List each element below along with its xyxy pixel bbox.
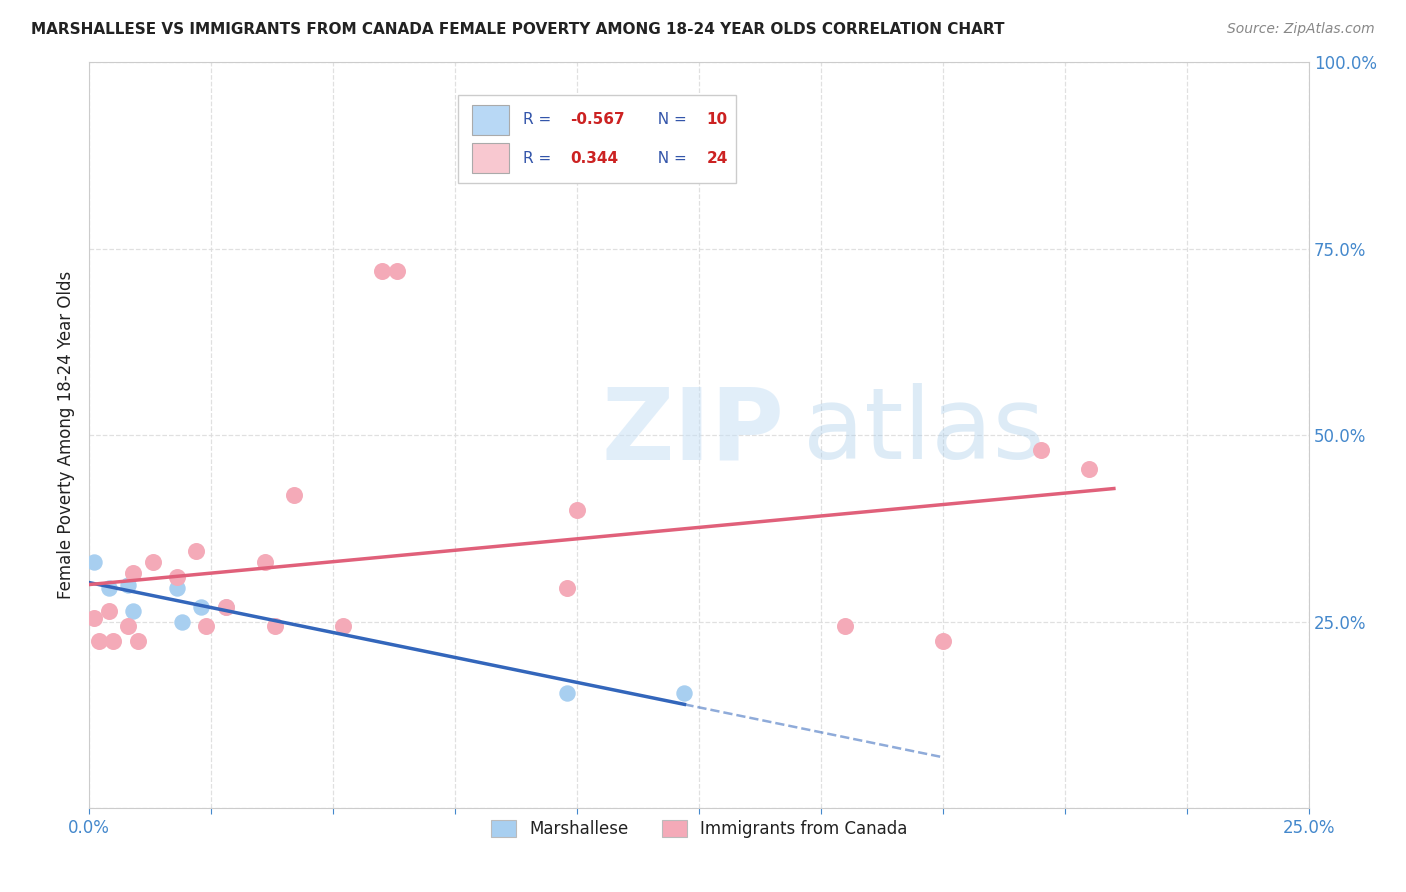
Text: MARSHALLESE VS IMMIGRANTS FROM CANADA FEMALE POVERTY AMONG 18-24 YEAR OLDS CORRE: MARSHALLESE VS IMMIGRANTS FROM CANADA FE… — [31, 22, 1004, 37]
Point — [263, 618, 285, 632]
Text: ZIP: ZIP — [602, 383, 785, 480]
Text: 0.344: 0.344 — [569, 151, 617, 166]
Point — [932, 633, 955, 648]
Point — [371, 264, 394, 278]
Point — [283, 488, 305, 502]
Y-axis label: Female Poverty Among 18-24 Year Olds: Female Poverty Among 18-24 Year Olds — [58, 271, 75, 599]
FancyBboxPatch shape — [457, 95, 735, 183]
Point — [127, 633, 149, 648]
Point — [103, 633, 125, 648]
Bar — [472, 104, 509, 135]
Point — [215, 599, 238, 614]
Point — [83, 611, 105, 625]
Point — [87, 633, 110, 648]
Text: N =: N = — [648, 112, 692, 128]
Point — [555, 582, 578, 596]
Text: 24: 24 — [706, 151, 728, 166]
Point — [141, 555, 163, 569]
Point — [117, 577, 139, 591]
Point — [166, 570, 188, 584]
Point — [215, 599, 238, 614]
Point — [122, 566, 145, 581]
Bar — [472, 144, 509, 173]
Point — [1029, 443, 1052, 458]
Point — [190, 599, 212, 614]
Point — [170, 615, 193, 629]
Text: N =: N = — [648, 151, 692, 166]
Text: R =: R = — [523, 112, 557, 128]
Point — [83, 555, 105, 569]
Point — [555, 686, 578, 700]
Point — [186, 544, 208, 558]
Point — [834, 618, 856, 632]
Text: 10: 10 — [706, 112, 727, 128]
Legend: Marshallese, Immigrants from Canada: Marshallese, Immigrants from Canada — [484, 814, 914, 845]
Point — [565, 503, 588, 517]
Point — [122, 604, 145, 618]
Point — [97, 604, 120, 618]
Text: R =: R = — [523, 151, 557, 166]
Point — [117, 618, 139, 632]
Text: -0.567: -0.567 — [569, 112, 624, 128]
Text: Source: ZipAtlas.com: Source: ZipAtlas.com — [1227, 22, 1375, 37]
Point — [385, 264, 408, 278]
Point — [195, 618, 218, 632]
Point — [332, 618, 354, 632]
Point — [166, 582, 188, 596]
Point — [1078, 462, 1101, 476]
Point — [97, 582, 120, 596]
Text: atlas: atlas — [803, 383, 1045, 480]
Point — [253, 555, 276, 569]
Point — [673, 686, 696, 700]
